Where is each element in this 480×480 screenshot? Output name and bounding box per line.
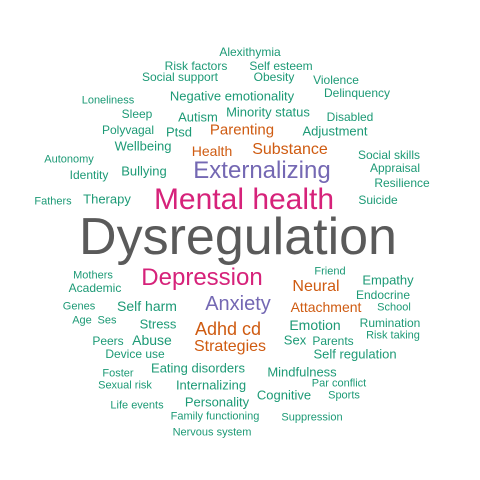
- word-mothers: Mothers: [73, 269, 113, 282]
- word-identity: Identity: [69, 168, 109, 182]
- word-risk-taking: Risk taking: [366, 329, 420, 342]
- word-depression: Depression: [141, 264, 263, 291]
- word-family-functioning: Family functioning: [170, 410, 260, 423]
- word-peers: Peers: [92, 334, 124, 348]
- word-suicide: Suicide: [358, 193, 398, 207]
- word-emotion: Emotion: [289, 317, 341, 333]
- word-attachment: Attachment: [290, 299, 362, 315]
- word-anxiety: Anxiety: [205, 293, 271, 315]
- word-substance: Substance: [252, 141, 328, 158]
- word-cognitive: Cognitive: [256, 387, 312, 403]
- word-empathy: Empathy: [362, 272, 414, 288]
- word-rumination: Rumination: [359, 316, 421, 330]
- word-loneliness: Loneliness: [81, 94, 135, 107]
- word-parenting: Parenting: [209, 121, 275, 139]
- word-polyvagal: Polyvagal: [101, 123, 155, 137]
- word-academic: Academic: [68, 281, 122, 295]
- word-friend: Friend: [314, 265, 346, 278]
- word-ptsd: Ptsd: [165, 124, 193, 140]
- word-fathers: Fathers: [34, 195, 72, 208]
- word-sexual-risk: Sexual risk: [98, 379, 152, 392]
- word-negative-emotionality: Negative emotionality: [169, 88, 295, 104]
- word-sleep: Sleep: [121, 107, 153, 121]
- word-obesity: Obesity: [253, 70, 295, 84]
- word-adhd-cd: Adhd cd: [194, 319, 262, 339]
- word-sex: Sex: [283, 332, 307, 348]
- word-parents: Parents: [312, 334, 354, 348]
- word-mental-health: Mental health: [153, 183, 335, 216]
- word-age: Age: [72, 314, 92, 327]
- word-eating-disorders: Eating disorders: [151, 360, 245, 376]
- word-bullying: Bullying: [121, 163, 167, 179]
- word-minority-status: Minority status: [226, 104, 310, 120]
- word-par-conflict: Par conflict: [311, 377, 367, 390]
- word-violence: Violence: [313, 73, 359, 87]
- word-device-use: Device use: [105, 347, 165, 361]
- word-sports: Sports: [328, 389, 360, 402]
- word-autonomy: Autonomy: [44, 153, 94, 166]
- word-adjustment: Adjustment: [302, 123, 368, 139]
- word-delinquency: Delinquency: [323, 86, 391, 100]
- word-suppression: Suppression: [281, 411, 343, 424]
- word-therapy: Therapy: [83, 191, 131, 207]
- word-self-esteem: Self esteem: [249, 59, 313, 73]
- word-social-skills: Social skills: [357, 148, 421, 162]
- word-autism: Autism: [178, 109, 218, 125]
- word-personality: Personality: [184, 394, 250, 410]
- word-resilience: Resilience: [374, 176, 430, 190]
- word-nervous-system: Nervous system: [172, 426, 252, 439]
- word-genes: Genes: [62, 300, 96, 313]
- word-school: School: [377, 301, 411, 314]
- word-endocrine: Endocrine: [355, 288, 411, 302]
- word-foster: Foster: [102, 367, 134, 380]
- word-abuse: Abuse: [132, 332, 172, 348]
- word-alexithymia: Alexithymia: [219, 45, 281, 59]
- word-self-regulation: Self regulation: [313, 346, 397, 362]
- word-neural: Neural: [292, 278, 340, 295]
- word-wellbeing: Wellbeing: [114, 138, 172, 154]
- word-self-harm: Self harm: [117, 298, 177, 314]
- word-social-support: Social support: [141, 70, 219, 84]
- word-externalizing: Externalizing: [193, 157, 331, 184]
- word-internalizing: Internalizing: [175, 377, 247, 393]
- word-dysregulation: Dysregulation: [79, 208, 397, 266]
- word-strategies: Strategies: [193, 338, 267, 355]
- word-life-events: Life events: [110, 399, 164, 412]
- word-ses: Ses: [97, 314, 117, 327]
- word-risk-factors: Risk factors: [164, 59, 228, 73]
- word-appraisal: Appraisal: [369, 161, 421, 175]
- word-stress: Stress: [139, 316, 177, 332]
- word-disabled: Disabled: [326, 110, 374, 124]
- word-mindfulness: Mindfulness: [267, 364, 337, 380]
- word-health: Health: [191, 143, 233, 159]
